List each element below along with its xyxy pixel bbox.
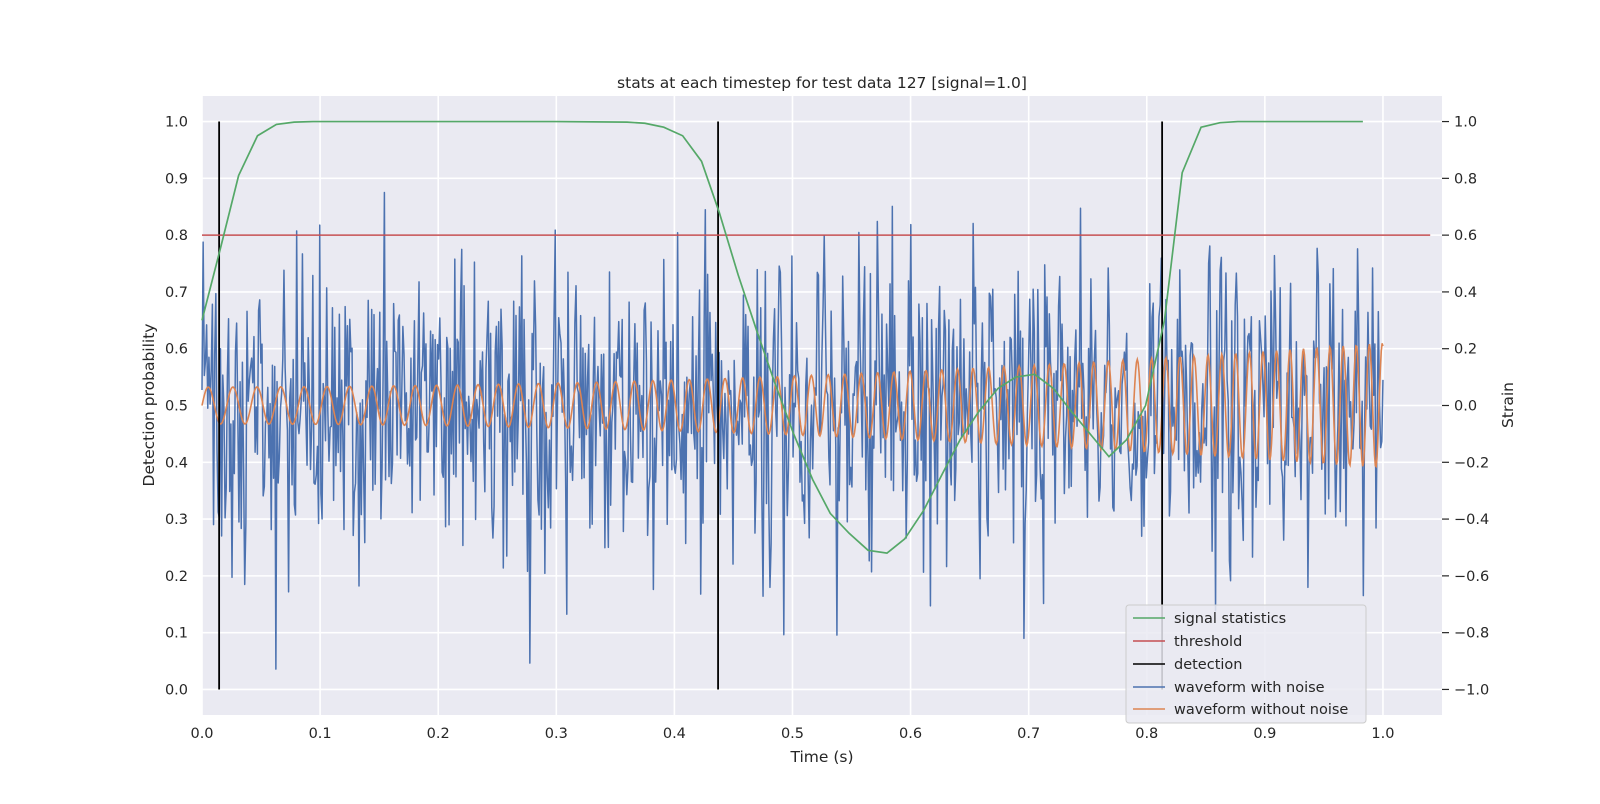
legend-label-threshold: threshold [1174, 634, 1242, 650]
x-tick-label: 1.0 [1371, 726, 1394, 742]
right-y-tick-label: 1.0 [1454, 115, 1477, 131]
x-tick-label: 0.2 [427, 726, 450, 742]
x-axis-label: Time (s) [789, 748, 853, 766]
y-tick-label: 0.6 [165, 342, 188, 358]
y-tick-label: 0.7 [165, 285, 188, 301]
x-tick-label: 0.0 [190, 726, 213, 742]
legend-label-signal-statistics: signal statistics [1174, 611, 1286, 627]
legend: signal statistics threshold detection wa… [1125, 604, 1367, 724]
y-axis-label: Detection probability [140, 324, 158, 487]
x-tick-label: 0.1 [309, 726, 332, 742]
right-y-axis-label: Strain [1499, 382, 1517, 428]
x-tick-label: 0.6 [899, 726, 922, 742]
series-layer [201, 120, 1431, 690]
y-tick-label: 0.0 [165, 682, 188, 698]
right-y-tick-label: −0.6 [1454, 569, 1489, 585]
right-y-tick-label: −0.2 [1454, 455, 1489, 471]
right-y-tick-label: −1.0 [1454, 682, 1489, 698]
tick-layer: 0.0 0.1 0.2 0.3 0.4 0.5 0.6 0.7 0.8 0.9 1.0 0.0 0.1 0… [165, 115, 1489, 742]
right-y-tick-label: −0.4 [1454, 512, 1489, 528]
x-tick-label: 0.7 [1017, 726, 1040, 742]
x-tick-label: 0.5 [781, 726, 804, 742]
x-tick-label: 0.4 [663, 726, 686, 742]
series-line-signal-statistics [201, 120, 1363, 555]
series-line-waveform-with-noise [201, 191, 1384, 670]
right-y-tick-label: 0.6 [1454, 228, 1477, 244]
legend-label-waveform-with-noise: waveform with noise [1174, 680, 1325, 696]
y-tick-label: 0.9 [165, 171, 188, 187]
right-y-tick-label: 0.0 [1454, 399, 1477, 415]
y-tick-label: 0.8 [165, 228, 188, 244]
y-tick-label: 0.1 [165, 626, 188, 642]
y-tick-label: 0.4 [165, 455, 188, 471]
y-tick-label: 0.5 [165, 399, 188, 415]
legend-label-detection: detection [1174, 657, 1242, 673]
x-tick-label: 0.9 [1253, 726, 1276, 742]
y-tick-label: 0.2 [165, 569, 188, 585]
chart-title: stats at each timestep for test data 127… [617, 74, 1027, 92]
right-y-tick-label: 0.4 [1454, 285, 1477, 301]
legend-label-waveform-without-noise: waveform without noise [1174, 702, 1348, 718]
x-tick-label: 0.3 [545, 726, 568, 742]
x-tick-label: 0.8 [1135, 726, 1158, 742]
y-tick-label: 1.0 [165, 115, 188, 131]
series-line-waveform-without-noise [201, 343, 1384, 469]
right-y-tick-label: 0.8 [1454, 171, 1477, 187]
right-y-tick-label: −0.8 [1454, 626, 1489, 642]
legend-frame [1125, 604, 1367, 724]
right-y-tick-label: 0.2 [1454, 342, 1477, 358]
y-tick-label: 0.3 [165, 512, 188, 528]
